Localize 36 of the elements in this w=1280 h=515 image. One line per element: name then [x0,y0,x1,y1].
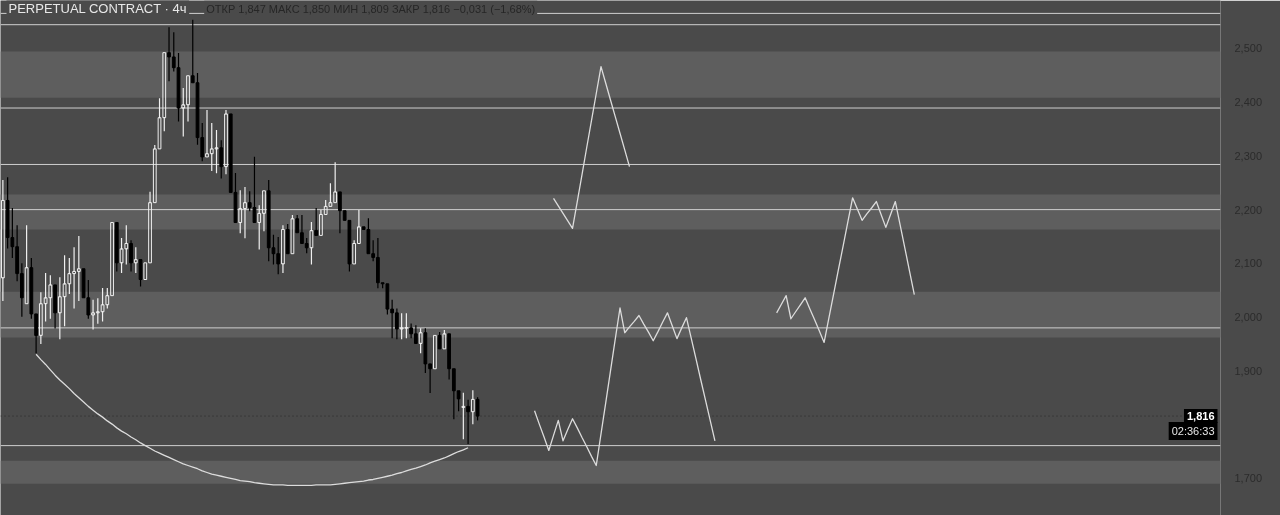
candlestick [119,238,124,274]
chart-title: PERPETUAL CONTRACT · 4ч [8,0,187,16]
candlestick [442,329,447,350]
candlestick [437,332,442,350]
candlestick [432,334,437,370]
candlestick [266,179,271,262]
annotation: 02:36:33 [1171,425,1215,438]
candlestick [281,225,285,274]
candlestick [418,328,423,354]
candlestick [475,397,480,421]
candlestick [219,140,224,179]
candlestick [413,325,418,344]
candlestick [1,179,5,302]
candlestick [224,110,228,175]
candlestick [252,156,257,224]
candlestick [5,177,10,249]
line-series [533,307,716,467]
candlestick [53,284,57,329]
ref-line-label: 1,816 [1186,410,1215,423]
candlestick [285,224,290,255]
candlestick [48,275,53,319]
candlestick [470,390,475,425]
candlestick [114,222,119,272]
candlestick [290,214,295,255]
candlestick [309,221,314,265]
candlestick [24,225,29,305]
candlestick [76,235,81,302]
candlestick [385,283,390,315]
candlestick [124,225,129,265]
candlestick [423,328,428,374]
candlestick [138,259,143,287]
candlestick [314,207,319,236]
candlestick [366,218,371,255]
candlestick [129,240,133,272]
candlestick [62,255,67,327]
candlestick [238,190,243,234]
